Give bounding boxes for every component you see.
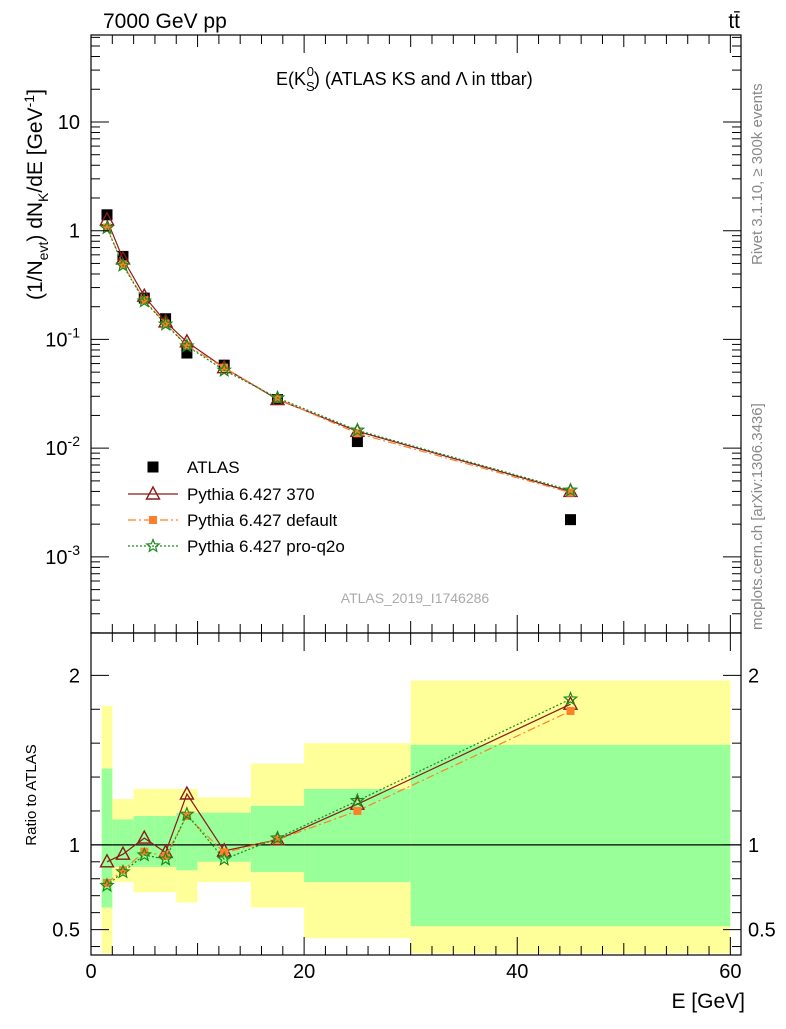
legend-label: ATLAS — [187, 458, 240, 477]
data-point — [269, 389, 286, 405]
x-tick-label: 0 — [85, 961, 96, 983]
legend-marker — [145, 485, 161, 500]
data-point — [115, 257, 131, 272]
main-plot-title: E(KS0) (ATLAS KS and Λ in ttbar) — [276, 64, 533, 94]
data-point — [181, 347, 193, 359]
y-tick-label: 1 — [69, 221, 80, 243]
data-point — [102, 878, 111, 887]
main-plot-panel: 10-3 10-2 10-1 1 10 E(KS0) (ATLAS KS and Λ i… — [21, 34, 742, 634]
header-right: tt̄ — [728, 10, 740, 33]
data-point — [273, 394, 282, 403]
series-line — [106, 227, 571, 491]
legend-label: Pythia 6.427 pro-q2o — [187, 537, 345, 556]
series-pythia-6-427-pro-q2o — [99, 219, 579, 497]
y-tick-label: 10-1 — [45, 324, 80, 351]
legend-marker — [149, 516, 157, 524]
data-point — [136, 829, 152, 844]
ratio-y-tick-label-left: 2 — [69, 665, 80, 687]
series-line — [106, 219, 571, 492]
data-point — [140, 847, 149, 856]
data-point — [179, 337, 195, 353]
ratio-y-tick-label-right: 2 — [748, 665, 759, 687]
ratio-plot-frame — [90, 632, 742, 956]
data-point — [562, 482, 579, 497]
y-tick-label: 10-3 — [45, 542, 80, 569]
data-point — [353, 806, 362, 815]
y-tick-label: 10 — [58, 112, 80, 134]
data-point — [565, 514, 577, 526]
data-point — [99, 877, 115, 893]
ratio-plot-xlabel: E [GeV] — [671, 990, 745, 1013]
data-point — [566, 706, 575, 715]
data-point — [161, 851, 170, 860]
data-point — [115, 863, 131, 879]
ratio-y-tick-label-left: 1 — [69, 835, 80, 857]
mcplots-label: mcplots.cern.ch [arXiv:1306.3436] — [749, 403, 766, 630]
uncertainty-band-inner — [112, 819, 134, 867]
y-tick-label: 10-2 — [45, 433, 80, 460]
data-point — [562, 690, 579, 706]
data-point — [182, 341, 191, 350]
ratio-y-tick-label-right: 1 — [748, 835, 759, 857]
ratio-y-tick-label-left: 0.5 — [52, 920, 80, 942]
legend-marker — [147, 461, 159, 473]
data-point — [136, 292, 153, 308]
data-point — [115, 845, 131, 860]
data-point — [179, 806, 195, 821]
data-point — [273, 835, 282, 844]
series-pythia-6-427-370 — [99, 211, 579, 498]
data-point — [182, 812, 191, 821]
legend-label: Pythia 6.427 370 — [187, 485, 315, 504]
data-point — [216, 850, 232, 866]
ratio-plot-panel: 0.5 0.51 12 20 20 40 60 Ratio to ATLAS E [GeV] — [23, 632, 776, 1013]
data-point — [179, 785, 195, 800]
series-line — [106, 703, 571, 863]
data-point — [349, 792, 366, 808]
uncertainty-band-inner — [410, 744, 731, 927]
header-left: 7000 GeV pp — [103, 10, 227, 33]
series-atlas — [101, 209, 577, 526]
rivet-label: Rivet 3.1.10, ≥ 300k events — [749, 83, 766, 265]
watermark: ATLAS_2019_I1746286 — [341, 590, 490, 606]
data-point — [118, 260, 127, 269]
x-tick-label: 40 — [506, 961, 528, 983]
data-point — [99, 853, 115, 868]
data-point — [351, 436, 363, 448]
series-pythia-6-427-pro-q2o — [99, 690, 579, 893]
data-point — [136, 846, 153, 862]
series-pythia-6-427-default — [102, 223, 575, 497]
data-point — [118, 866, 127, 875]
x-tick-label: 60 — [719, 961, 741, 983]
series-line — [106, 227, 571, 494]
legend-marker — [145, 537, 161, 553]
data-point — [349, 422, 366, 437]
data-point — [220, 363, 229, 372]
data-point — [102, 223, 111, 232]
data-point — [269, 829, 286, 845]
data-point — [216, 362, 232, 377]
ratio-plot-ylabel: Ratio to ATLAS — [23, 744, 40, 845]
data-point — [157, 851, 174, 866]
ratio-y-tick-label-right: 0.5 — [748, 920, 776, 942]
legend: ATLAS Pythia 6.427 370 Pythia 6.427 defaul… — [128, 458, 345, 556]
uncertainty-band-inner — [176, 812, 198, 871]
main-plot-ylabel: (1/Nevt) dNK/dE [GeV-1] — [21, 89, 51, 300]
uncertainty-band-inner — [101, 768, 113, 908]
data-point — [157, 316, 174, 331]
data-point — [101, 209, 113, 221]
x-tick-label: 20 — [293, 961, 315, 983]
legend-label: Pythia 6.427 default — [187, 511, 338, 530]
data-point — [117, 250, 129, 262]
